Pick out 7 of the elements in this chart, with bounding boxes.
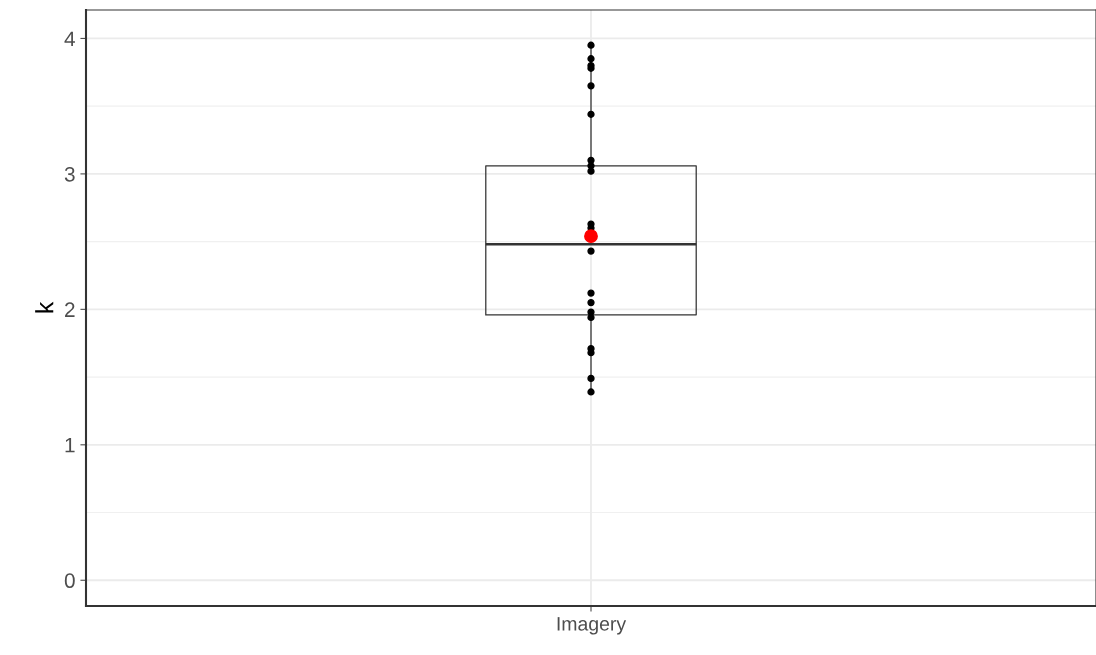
y-tick-label: 2 [65,302,75,317]
y-tick-label: 4 [64,31,75,46]
y-tick-label: 3 [64,166,75,182]
y-axis-title: k [35,301,54,313]
x-tick-label: Imagery [557,617,627,635]
y-tick-label: 0 [64,573,75,589]
y-tick-label: 1 [65,438,75,453]
